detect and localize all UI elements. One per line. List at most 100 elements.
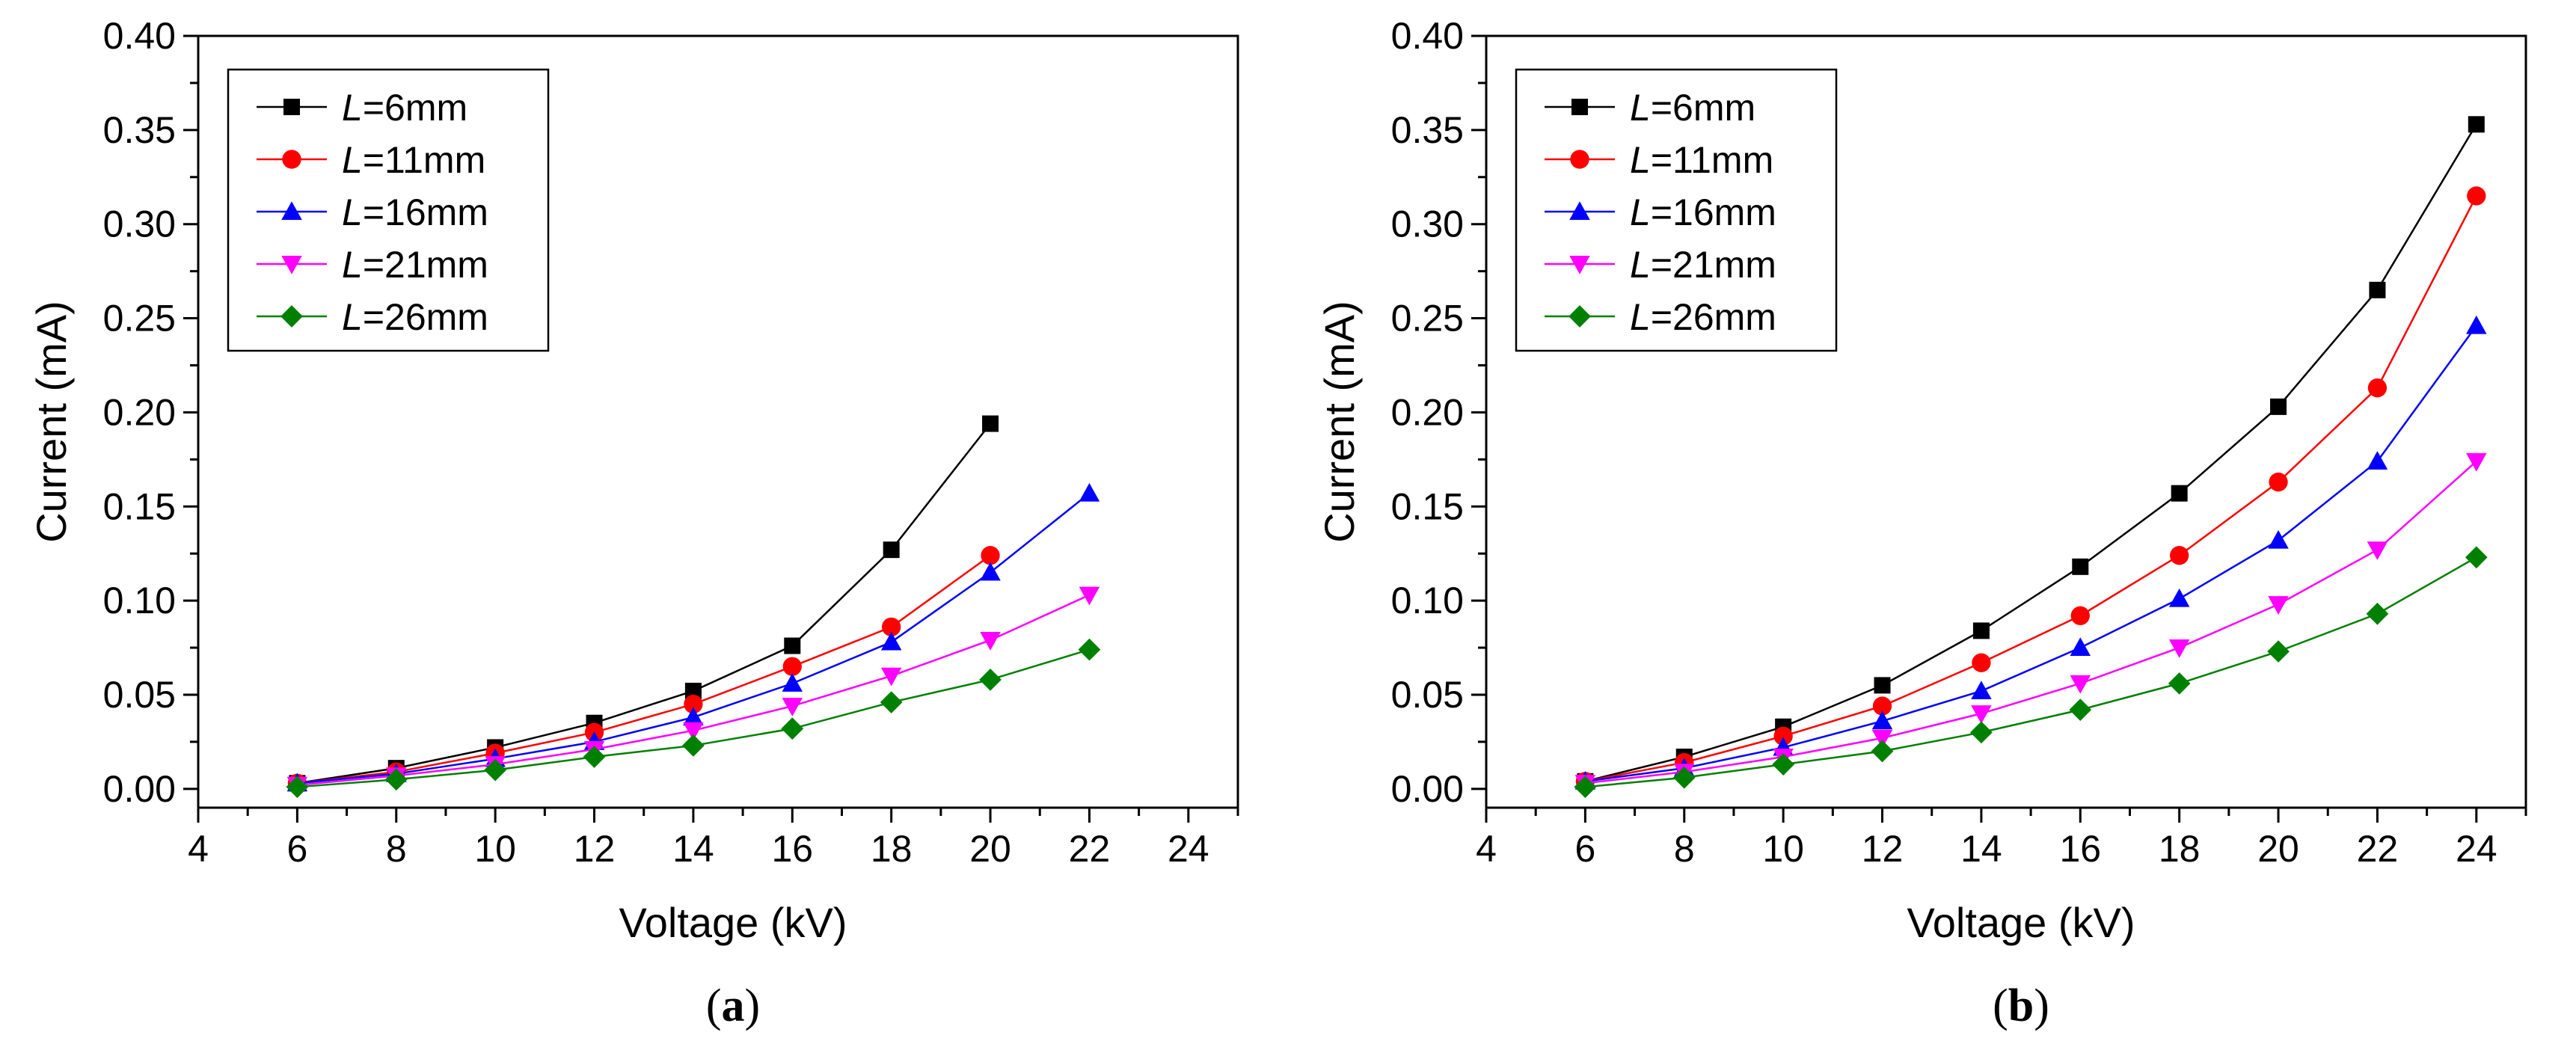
data-point (782, 673, 803, 692)
legend-entry: L=26mm (257, 296, 488, 338)
legend: L=6mm L=11mm L=16mm L=21mm L=26mm (227, 68, 550, 352)
data-point (2072, 558, 2089, 575)
legend-entry: L=6mm (1545, 87, 1755, 129)
data-point (781, 717, 804, 740)
legend-label: L=6mm (1630, 87, 1755, 129)
y-tick-label: 0.00 (1391, 768, 1464, 810)
data-point (683, 722, 704, 741)
chart-a-svg: 4 6 8 10 12 14 16 18 20 22 24 0.00 0.05 0.10 0.15 0.20 0… (28, 15, 1239, 1031)
x-tick-label: 24 (2456, 828, 2497, 870)
data-point (1874, 677, 1891, 694)
legend-entry: L=16mm (257, 191, 488, 233)
legend-label: L=6mm (342, 87, 467, 129)
data-point (1772, 753, 1794, 776)
data-point (384, 768, 408, 791)
series-2 (286, 482, 1100, 792)
data-point (979, 668, 1002, 691)
x-tick-label: 20 (2257, 828, 2299, 870)
data-point (2366, 602, 2389, 625)
legend-marker (281, 201, 302, 220)
legend-entry: L=16mm (1545, 191, 1776, 233)
data-point (2267, 640, 2290, 663)
series-line (1585, 195, 2477, 782)
panel-caption: (a) (706, 980, 760, 1031)
legend-entry: L=21mm (257, 244, 488, 286)
x-axis-title: Voltage (kV) (619, 899, 847, 946)
x-tick-label: 14 (1960, 828, 2002, 870)
y-tick-label: 0.15 (1391, 485, 1464, 527)
legend-marker (281, 256, 302, 274)
series-4 (1574, 546, 2488, 799)
y-tick-label: 0.25 (1391, 298, 1464, 340)
x-tick-label: 18 (871, 828, 913, 870)
y-tick-label: 0.25 (103, 298, 176, 340)
legend-marker (1570, 150, 1589, 169)
y-tick-label: 0.10 (1391, 580, 1464, 621)
legend: L=6mm L=11mm L=16mm L=21mm L=26mm (1515, 68, 1838, 352)
series-4 (286, 638, 1101, 799)
legend-label: L=26mm (342, 296, 488, 338)
data-point (880, 691, 903, 713)
series-line (1585, 556, 2477, 788)
data-point (2466, 452, 2487, 472)
data-point (2168, 672, 2191, 695)
legend-marker (282, 150, 301, 169)
data-point (883, 541, 900, 559)
x-tick-label: 6 (1574, 828, 1595, 870)
x-tick-label: 18 (2159, 828, 2201, 870)
y-tick-label: 0.05 (103, 674, 176, 716)
data-point (684, 682, 702, 699)
legend-marker (1568, 305, 1591, 328)
data-point (980, 562, 1001, 581)
legend-entry: L=26mm (1545, 296, 1776, 338)
legend-label: L=11mm (1630, 139, 1773, 181)
data-point (682, 734, 705, 757)
data-point (683, 707, 704, 726)
legend-label: L=16mm (1630, 191, 1776, 233)
data-point (2467, 186, 2486, 206)
x-tick-label: 22 (1069, 828, 1111, 870)
series-line (1585, 325, 2477, 783)
y-axis-title: Current (mA) (1316, 301, 1363, 543)
x-tick-label: 24 (1168, 828, 1209, 870)
x-tick-label: 16 (2059, 828, 2101, 870)
x-tick-label: 6 (286, 828, 307, 870)
data-point (782, 657, 802, 676)
data-point (981, 546, 1000, 565)
y-axis-title: Current (mA) (28, 301, 75, 543)
chart-b-svg: 4 6 8 10 12 14 16 18 20 22 24 0.00 0.05 0.10 0.15 0.20 0… (1316, 15, 2527, 1031)
y-tick-label: 0.35 (1391, 109, 1464, 151)
data-point (2367, 541, 2388, 560)
data-point (2268, 529, 2289, 549)
data-point (2168, 639, 2190, 658)
series-line (1585, 460, 2477, 785)
data-point (2170, 546, 2189, 565)
x-tick-label: 10 (474, 828, 516, 870)
series-line (297, 554, 991, 785)
data-point (882, 617, 901, 637)
x-tick-label: 8 (386, 828, 407, 870)
series-3 (1574, 452, 2487, 794)
legend-label: L=21mm (342, 244, 488, 286)
plot-frame (197, 34, 1239, 809)
data-point (1970, 721, 1993, 744)
data-point (2369, 281, 2386, 298)
data-point (1872, 696, 1892, 716)
y-tick-label: 0.15 (103, 485, 176, 527)
data-point (2468, 116, 2485, 133)
data-point (2070, 675, 2091, 694)
legend-box (1515, 68, 1838, 352)
chart-panel-b: 4 6 8 10 12 14 16 18 20 22 24 0.00 0.05 0.10 0.15 0.20 0… (1288, 0, 2576, 1047)
x-tick-label: 12 (1862, 828, 1904, 870)
data-point (1871, 729, 1893, 749)
data-point (1871, 710, 1893, 730)
legend-label: L=11mm (342, 139, 485, 181)
y-tick-label: 0.00 (103, 768, 176, 810)
series-3 (286, 586, 1100, 796)
legend-label: L=26mm (1630, 296, 1776, 338)
x-tick-label: 16 (771, 828, 813, 870)
series-2 (1574, 315, 2487, 790)
data-point (880, 631, 902, 651)
legend-entry: L=21mm (1545, 244, 1776, 286)
data-point (2171, 485, 2188, 502)
